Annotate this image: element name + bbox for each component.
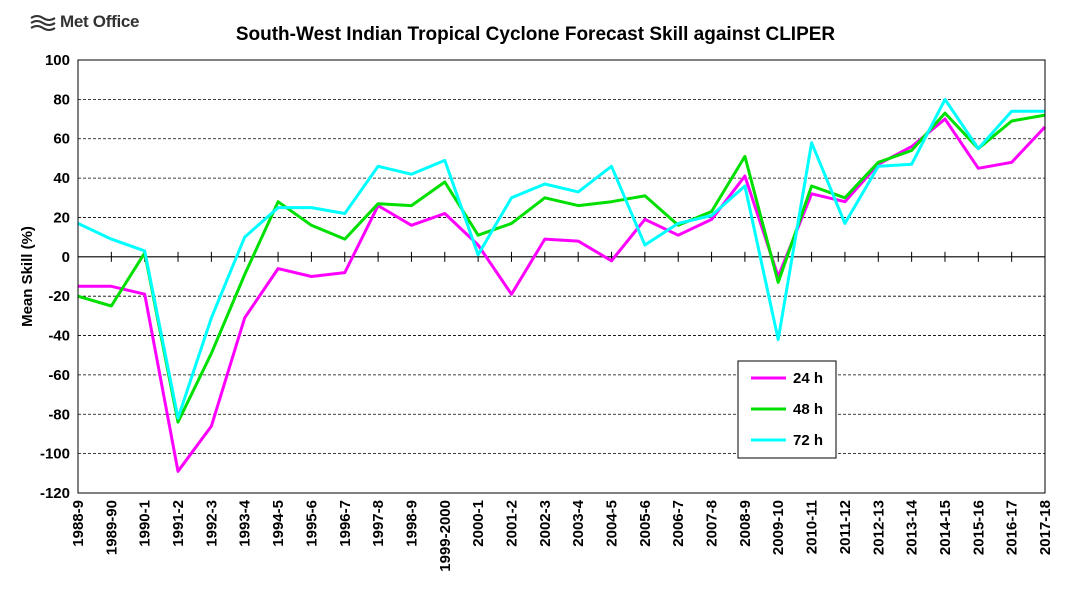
x-tick-label: 1990-1 <box>137 500 154 547</box>
x-tick-label: 2012-13 <box>870 500 887 555</box>
y-tick-label: 60 <box>53 131 70 148</box>
x-tick-label: 2016-17 <box>1004 500 1021 555</box>
met-office-logo: Met Office <box>30 10 139 34</box>
x-tick-labels: 1988-9 1989-90 1990-1 1991-2 1992-3 1993-4 199… <box>70 499 1054 571</box>
y-tick-label: 80 <box>53 91 70 108</box>
x-tick-label: 1994-5 <box>270 500 287 547</box>
x-tick-label: 1992-3 <box>203 500 220 547</box>
y-tick-label: -100 <box>40 446 70 463</box>
y-tick-label: 100 <box>45 52 70 69</box>
grid-lines <box>78 98 1045 455</box>
x-tick-label: 2000-1 <box>470 500 487 547</box>
x-tick-label: 1991-2 <box>170 500 187 547</box>
series-lines <box>77 97 1047 473</box>
x-tick-label: 2010-11 <box>804 500 821 554</box>
y-tick-label: 40 <box>53 170 70 187</box>
x-tick-label: 1995-6 <box>303 500 320 547</box>
legend-label: 24 h <box>793 370 823 387</box>
x-tick-label: 1989-90 <box>103 500 120 555</box>
x-tick-label: 2005-6 <box>637 500 654 547</box>
y-tick-label: -60 <box>48 367 70 384</box>
x-tick-label: 2008-9 <box>737 500 754 547</box>
series-line <box>78 117 1047 473</box>
series-line <box>77 111 1046 424</box>
x-tick-label: 1999-2000 <box>437 500 454 572</box>
logo-text: Met Office <box>60 12 140 31</box>
y-axis-title: Mean Skill (%) <box>19 226 36 327</box>
series-line <box>77 97 1045 420</box>
x-tick-label: 1997-8 <box>370 500 387 547</box>
x-tick-label: 2017-18 <box>1037 500 1054 555</box>
x-tick-label: 2002-3 <box>537 500 554 547</box>
x-tick-label: 2011-12 <box>837 500 854 554</box>
plot-frame <box>77 59 1046 494</box>
y-tick-label: 20 <box>53 209 70 226</box>
x-tick-label: 2004-5 <box>604 500 621 547</box>
y-tick-label: 0 <box>62 249 70 266</box>
y-tick-label: -80 <box>48 406 70 423</box>
y-tick-label: -40 <box>48 328 70 345</box>
x-tick-label: 2009-10 <box>770 500 787 555</box>
x-tick-label: 2007-8 <box>704 500 721 547</box>
legend-label: 48 h <box>793 401 823 418</box>
x-tick-label: 1988-9 <box>70 500 87 547</box>
x-tick-label: 2001-2 <box>503 500 520 547</box>
y-tick-labels: 100 80 60 40 20 0 -20 -40 -60 -80 -100 -120 <box>40 52 70 502</box>
x-tick-label: 1996-7 <box>337 500 354 547</box>
x-tick-label: 1998-9 <box>403 500 420 547</box>
x-tick-label: 1993-4 <box>237 499 254 546</box>
x-tick-label: 2006-7 <box>670 500 687 547</box>
x-tick-label: 2013-14 <box>904 499 921 555</box>
chart-title: South-West Indian Tropical Cyclone Forec… <box>235 24 836 45</box>
x-tick-label: 2003-4 <box>570 499 587 546</box>
x-tick-label: 2015-16 <box>970 500 987 555</box>
y-tick-label: -120 <box>40 485 70 502</box>
y-tick-label: -20 <box>48 288 70 305</box>
legend: 24 h 48 h 72 h <box>737 360 837 459</box>
legend-label: 72 h <box>793 432 823 449</box>
met-office-logo-icon <box>30 15 56 31</box>
x-tick-label: 2014-15 <box>937 500 954 555</box>
